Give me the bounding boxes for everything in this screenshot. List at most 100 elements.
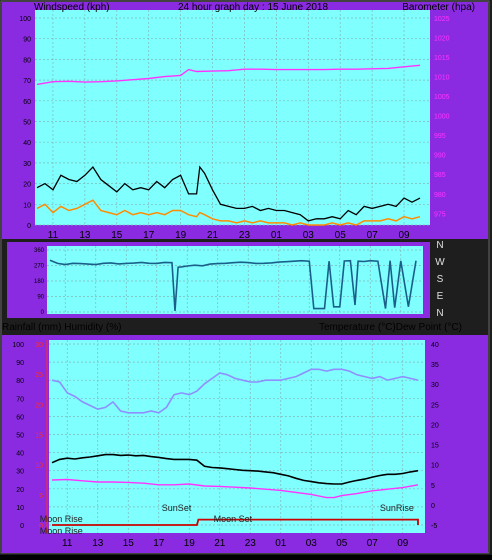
- temp-y-tick-label: 25: [431, 402, 439, 409]
- rain-y-tick-label: 10: [35, 463, 43, 470]
- compass-label: N: [436, 308, 443, 319]
- wind-speed-line: [36, 165, 421, 222]
- temp-y-tick-label: 5: [431, 483, 435, 490]
- temp-y-tick-label: 20: [431, 422, 439, 429]
- compass-label: E: [437, 291, 444, 302]
- temp-x-tick-label: 11: [62, 538, 73, 549]
- rain-humidity-axis-title: Rainfall (mm) Humidity (%): [2, 322, 121, 333]
- humidity-y-tick-label: 100: [12, 342, 24, 349]
- baro-y-tick-label: 1025: [434, 16, 450, 23]
- humidity-y-tick-label: 60: [16, 414, 24, 421]
- rainfall-line: [52, 518, 419, 526]
- humidity-y-tick-label: 90: [16, 360, 24, 367]
- temp-x-tick-label: 07: [367, 538, 379, 549]
- humidity-y-tick-label: 30: [16, 469, 24, 476]
- temp-x-tick-label: 21: [214, 538, 226, 549]
- wind-x-tick-label: 09: [398, 230, 410, 241]
- wind-x-tick-label: 03: [303, 230, 315, 241]
- temp-y-tick-label: 15: [431, 443, 439, 450]
- wind-x-tick-label: 15: [111, 230, 123, 241]
- temp-y-tick-label: 10: [431, 463, 439, 470]
- temp-dew-axis-title: Temperature (°C)Dew Point (°C): [319, 322, 462, 333]
- baro-y-tick-label: 975: [434, 211, 446, 218]
- direction-y-tick-label: 360: [34, 248, 45, 254]
- humidity-y-tick-label: 50: [16, 433, 24, 440]
- wind-y-tick-label: 10: [23, 202, 31, 209]
- baro-y-tick-label: 980: [434, 192, 446, 199]
- sun-moon-annotation: SunSet: [162, 503, 192, 513]
- temp-x-tick-label: 03: [306, 538, 318, 549]
- wind-gust-line: [36, 199, 421, 226]
- baro-y-tick-label: 1010: [434, 75, 450, 82]
- sun-moon-annotation: Moon Set: [214, 514, 253, 524]
- sun-moon-annotation: SunRise: [380, 503, 414, 513]
- temp-y-tick-label: -5: [431, 523, 437, 530]
- humidity-y-tick-label: 0: [20, 523, 24, 530]
- temp-y-tick-label: 0: [431, 503, 435, 510]
- baro-y-tick-label: 1000: [434, 114, 450, 121]
- temp-x-tick-label: 17: [153, 538, 165, 549]
- temp-y-tick-label: 35: [431, 362, 439, 369]
- temperature-line: [51, 453, 419, 485]
- compass-label: W: [435, 257, 445, 268]
- humidity-y-tick-label: 80: [16, 378, 24, 385]
- wind-x-tick-label: 01: [271, 230, 283, 241]
- wind-y-tick-label: 90: [23, 37, 31, 44]
- wind-y-tick-label: 20: [23, 182, 31, 189]
- wind-y-tick-label: 50: [23, 120, 31, 127]
- baro-y-tick-label: 1005: [434, 94, 450, 101]
- humidity-y-tick-label: 70: [16, 396, 24, 403]
- temp-x-tick-label: 09: [397, 538, 409, 549]
- temp-y-tick-label: 30: [431, 382, 439, 389]
- temp-x-tick-label: 19: [184, 538, 196, 549]
- humidity-y-tick-label: 40: [16, 451, 24, 458]
- direction-y-tick-label: 90: [37, 295, 44, 301]
- temp-x-tick-label: 15: [123, 538, 135, 549]
- wind-x-tick-label: 05: [335, 230, 347, 241]
- temp-x-tick-label: 05: [336, 538, 348, 549]
- rain-y-tick-label: 20: [35, 402, 43, 409]
- direction-y-tick-label: 0: [41, 310, 45, 316]
- baro-y-tick-label: 995: [434, 133, 446, 140]
- wind-y-tick-label: 30: [23, 161, 31, 168]
- dewpoint-line: [51, 478, 419, 499]
- wind-y-tick-label: 100: [19, 16, 31, 23]
- temp-x-tick-label: 23: [245, 538, 257, 549]
- direction-y-tick-label: 270: [34, 264, 45, 270]
- humidity-y-tick-label: 20: [16, 487, 24, 494]
- wind-y-tick-label: 80: [23, 57, 31, 64]
- graph-title: 24 hour graph day : 15 June 2018: [178, 2, 329, 13]
- compass-label: S: [437, 274, 444, 285]
- baro-y-tick-label: 1020: [434, 36, 450, 43]
- temp-y-tick-label: 40: [431, 342, 439, 349]
- wind-x-tick-label: 23: [239, 230, 251, 241]
- humidity-line: [51, 368, 419, 414]
- wind-x-tick-label: 21: [207, 230, 219, 241]
- rain-y-tick-label: 30: [35, 342, 43, 349]
- wind-y-tick-label: 0: [27, 223, 31, 230]
- wind-axis-title: Windspeed (kph): [34, 2, 110, 13]
- direction-plot-area: [47, 246, 423, 314]
- wind-x-tick-label: 13: [79, 230, 91, 241]
- compass-label: N: [436, 240, 443, 251]
- wind-x-tick-label: 19: [175, 230, 187, 241]
- rain-y-tick-label: 15: [35, 433, 43, 440]
- direction-y-tick-label: 180: [34, 279, 45, 285]
- baro-y-tick-label: 985: [434, 172, 446, 179]
- baro-axis-title: Barometer (hpa): [402, 2, 475, 13]
- wind-x-tick-label: 11: [48, 230, 59, 241]
- temp-plot-area: [49, 340, 425, 533]
- wind-x-tick-label: 17: [143, 230, 155, 241]
- sun-moon-annotation: Moon Rise: [40, 514, 83, 524]
- humidity-y-tick-label: 10: [16, 505, 24, 512]
- rain-y-tick-label: 0: [39, 523, 43, 530]
- wind-plot-area: [35, 10, 430, 225]
- barometer-line: [36, 64, 421, 86]
- temp-x-tick-label: 13: [92, 538, 104, 549]
- rain-y-tick-label: 25: [35, 372, 43, 379]
- wind-y-tick-label: 70: [23, 78, 31, 85]
- wind-y-tick-label: 40: [23, 140, 31, 147]
- wind-direction-line: [49, 259, 417, 312]
